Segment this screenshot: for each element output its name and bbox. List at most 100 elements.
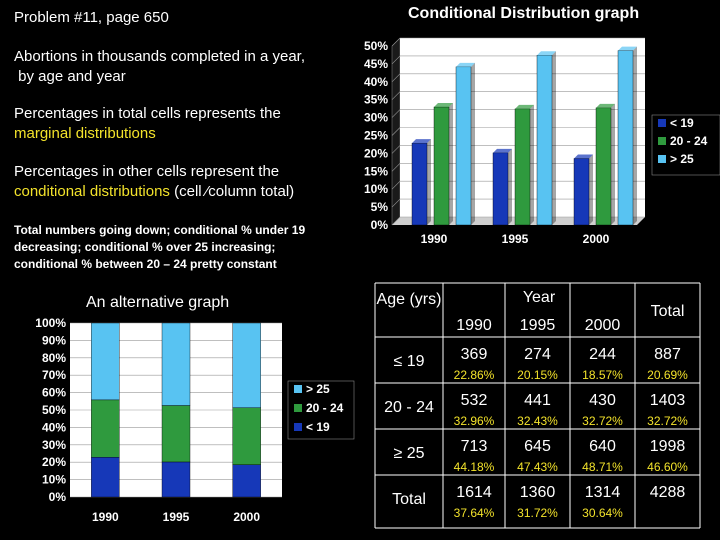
chart2-bar-segment — [232, 464, 261, 498]
p2-line1: Percentages in total cells represents th… — [14, 105, 281, 122]
chart1-bar-side — [449, 103, 453, 225]
table-pct-cell: 37.64% — [453, 506, 495, 520]
p4-line1: Total numbers going down; conditional % … — [14, 223, 306, 237]
chart1-gridline-side — [391, 55, 401, 65]
table-count-cell: 532 — [460, 392, 488, 409]
table-row-label: ≥ 25 — [393, 445, 425, 462]
table-count-cell: 244 — [589, 346, 616, 363]
p3-suffix: (cell ⁄column total) — [169, 183, 295, 200]
chart1-ytick-label: 5% — [371, 200, 389, 214]
table-total-pct-cell: 46.60% — [647, 460, 688, 474]
p2-line2: marginal distributions — [14, 125, 156, 142]
chart1-bar-top — [537, 51, 556, 56]
chart1-bar-top — [412, 139, 431, 144]
table-pct-cell: 48.71% — [582, 460, 623, 474]
chart1-legend-label: > 25 — [670, 152, 694, 166]
chart2-ytick-label: 10% — [42, 473, 66, 487]
p1-line2: by age and year — [14, 68, 126, 85]
chart1-bar-top — [493, 148, 512, 153]
chart2-ytick-label: 50% — [42, 403, 66, 417]
chart2-ytick-label: 0% — [49, 490, 67, 504]
table-pct-cell: 32.43% — [517, 414, 558, 428]
chart2-legend-label: > 25 — [306, 382, 330, 396]
chart2-ytick-label: 70% — [42, 368, 66, 382]
table-pct-cell: 32.72% — [582, 414, 623, 428]
chart2-bar-segment — [161, 405, 191, 463]
chart1-bar-top — [596, 103, 615, 108]
chart2-legend-swatch — [294, 423, 302, 431]
chart2-xtick-label: 1995 — [163, 510, 190, 524]
table-count-cell: 441 — [524, 392, 551, 409]
chart1-bar — [514, 108, 531, 226]
chart1-gridline-side — [391, 216, 401, 226]
table-age-header: Age (yrs) — [376, 291, 442, 308]
table-pct-cell: 44.18% — [453, 460, 495, 474]
chart2-legend-swatch — [294, 385, 302, 393]
table-total-cell: 1998 — [649, 438, 686, 455]
chart1-gridline-side — [391, 37, 401, 47]
chart1-ytick-label: 15% — [364, 164, 388, 178]
paragraph-abortions: Abortions in thousands completed in a ye… — [14, 47, 374, 87]
paragraph-marginal: Percentages in total cells represents th… — [14, 104, 374, 144]
table-count-cell: 369 — [460, 346, 488, 363]
table-year-cell: 2000 — [584, 317, 621, 334]
chart1-gridline-side — [391, 91, 401, 100]
p3-line2-wrap: conditional distributions (cell ⁄column … — [14, 182, 374, 202]
chart2-title: An alternative graph — [86, 294, 230, 311]
table-pct-cell: 47.43% — [517, 460, 558, 474]
table-count-cell: 430 — [589, 392, 616, 409]
chart1-xtick-label: 1995 — [502, 232, 529, 246]
table-total-pct-cell: 20.69% — [647, 368, 688, 382]
table-pct-cell: 20.15% — [517, 368, 558, 382]
chart1-bar — [595, 107, 612, 226]
chart1-bar-side — [552, 51, 556, 226]
table-total-header: Total — [650, 303, 685, 320]
chart1-xtick-label: 2000 — [583, 232, 610, 246]
table-year-cell: 1995 — [519, 317, 556, 334]
chart1-ytick-label: 25% — [364, 129, 388, 143]
chart1-bar — [455, 66, 472, 226]
chart1-gridline-side — [391, 198, 401, 208]
chart1-bar-top — [456, 62, 475, 67]
table-pct-cell: 22.86% — [453, 368, 495, 382]
chart2-bar-segment — [91, 457, 120, 498]
chart1-bar-side — [471, 62, 475, 225]
chart1-ytick-label: 20% — [364, 146, 388, 160]
chart2-ytick-label: 30% — [42, 438, 66, 452]
chart1-gridline-side — [391, 163, 401, 172]
table-row-label: ≤ 19 — [393, 353, 425, 370]
chart1-bar — [573, 158, 590, 226]
chart2-bar-segment — [161, 322, 191, 406]
table-total-cell: 4288 — [649, 484, 686, 501]
chart2-ytick-label: 90% — [42, 333, 66, 347]
paragraph-conditional: Percentages in other cells represent the… — [14, 162, 374, 202]
chart2-ytick-label: 60% — [42, 386, 66, 400]
p4-line2: decreasing; conditional % over 25 increa… — [14, 240, 276, 254]
chart1-legend-swatch — [658, 119, 666, 127]
chart1-legend-swatch — [658, 137, 666, 145]
chart2-xtick-label: 1990 — [92, 510, 119, 524]
table-count-cell: 1314 — [584, 484, 621, 501]
chart1-bar — [433, 106, 450, 226]
chart1-bar-side — [530, 104, 534, 225]
chart2-bar-segment — [232, 322, 261, 408]
table-row-label: 20 - 24 — [384, 399, 434, 416]
chart2-legend-swatch — [294, 404, 302, 412]
p3-line2: conditional distributions — [14, 183, 170, 200]
chart1-ytick-label: 35% — [364, 93, 388, 107]
chart2-legend-label: 20 - 24 — [306, 401, 344, 415]
chart2-ytick-label: 40% — [42, 420, 66, 434]
paragraph-summary: Total numbers going down; conditional % … — [14, 222, 374, 273]
chart1-bar-side — [427, 139, 431, 225]
chart2-bar-segment — [91, 322, 120, 401]
table-total-pct-cell: 32.72% — [647, 414, 688, 428]
chart1-gridline-side — [391, 109, 401, 118]
chart1-gridline-side — [391, 145, 401, 154]
chart1-bar-side — [633, 46, 637, 226]
chart1-bar-top — [574, 154, 593, 159]
chart1-legend-label: < 19 — [670, 116, 694, 130]
chart1-ytick-label: 45% — [364, 57, 388, 71]
chart1-legend-label: 20 - 24 — [670, 134, 708, 148]
problem-label: Problem #11, page 650 — [14, 9, 169, 26]
